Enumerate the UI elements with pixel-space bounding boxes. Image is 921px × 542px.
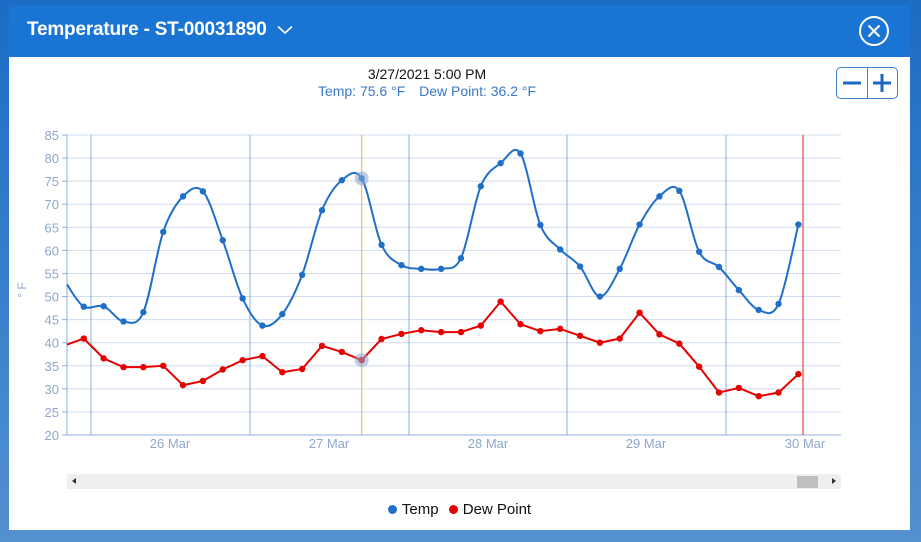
svg-text:26 Mar: 26 Mar [150,436,191,451]
svg-text:80: 80 [45,151,59,166]
svg-text:35: 35 [45,359,59,374]
svg-text:40: 40 [45,336,59,351]
legend-item-dew-point[interactable]: Dew Point [448,501,532,518]
dialog-header: Temperature - ST-00031890 [9,5,910,57]
svg-text:85: 85 [45,128,59,143]
tooltip-datetime: 3/27/2021 5:00 PM [367,66,487,82]
legend-label: Dew Point [462,501,532,518]
tooltip-temp: Temp: 75.6 °F [317,83,406,99]
chart-scrollbar[interactable] [67,474,841,489]
tooltip-dew-point: Dew Point: 36.2 °F [419,83,537,99]
legend-label: Temp [401,501,439,518]
chart-dialog: Temperature - ST-00031890 3/27/2021 5:00… [9,5,910,530]
svg-text:75: 75 [45,174,59,189]
svg-text:28 Mar: 28 Mar [468,436,509,451]
svg-text:27 Mar: 27 Mar [309,436,350,451]
dialog-title: Temperature - ST-00031890 [27,19,267,40]
zoom-in-button[interactable] [866,68,898,98]
dew-point-series[interactable] [66,298,802,400]
svg-text:30: 30 [45,382,59,397]
svg-text:25: 25 [45,405,59,420]
svg-text:45: 45 [45,313,59,328]
scroll-left-icon[interactable] [72,478,76,484]
chart-legend: Temp Dew Point [9,501,910,518]
svg-text:65: 65 [45,220,59,235]
minus-icon [842,81,861,85]
svg-text:29 Mar: 29 Mar [626,436,667,451]
legend-item-temp[interactable]: Temp [387,501,439,518]
svg-text:° F: ° F [15,282,29,297]
chevron-down-icon [277,25,293,35]
svg-text:30 Mar: 30 Mar [785,436,826,451]
zoom-out-button[interactable] [837,68,867,98]
svg-text:20: 20 [45,428,59,443]
scroll-right-icon[interactable] [832,478,836,484]
svg-text:55: 55 [45,266,59,281]
plus-icon [873,74,892,92]
dew-point-dot-icon [448,505,458,514]
temp-series[interactable] [66,148,802,329]
temperature-chart[interactable]: 20 25 30 35 40 45 50 55 60 65 70 75 80 85 ° F 26 Mar 27 … [9,5,910,475]
svg-text:60: 60 [45,243,59,258]
close-icon[interactable] [858,15,890,47]
temp-dot-icon [387,505,397,514]
svg-text:50: 50 [45,290,59,305]
scrollbar-thumb[interactable] [797,476,818,488]
svg-text:70: 70 [45,197,59,212]
tooltip-values: Temp: 75.6 °F Dew Point: 36.2 °F [9,83,845,99]
sensor-selector[interactable]: Temperature - ST-00031890 [27,19,293,41]
zoom-controls [836,67,898,99]
